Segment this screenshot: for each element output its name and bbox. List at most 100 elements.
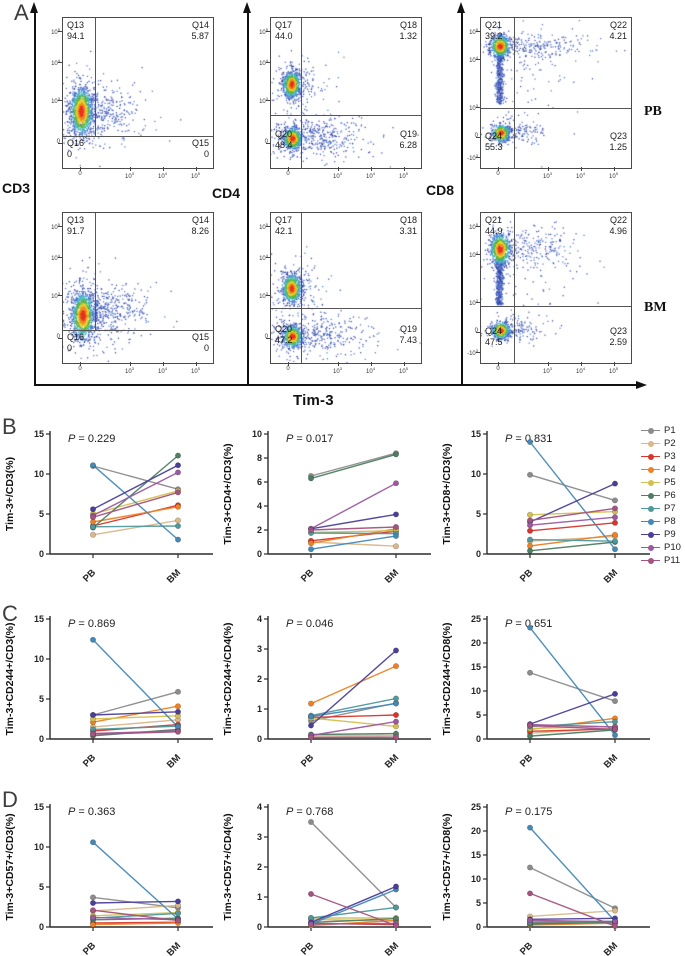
quadrant-label-bl: Q24 55.3	[485, 131, 503, 152]
y-tick-label: 1	[257, 892, 262, 902]
flow-xtick-label: 103	[333, 366, 342, 375]
quadrant-label-br: Q23 1.25	[609, 131, 627, 152]
series-marker-p7	[612, 538, 619, 545]
quadrant-label-tr: Q14 5.87	[191, 20, 209, 41]
flow-xtick-mark	[195, 167, 197, 171]
series-line-p2	[529, 909, 616, 918]
series-marker-p6	[175, 452, 182, 459]
flow-ytick-label: 0	[474, 133, 478, 139]
quadrant-label-tr: Q22 4.96	[609, 215, 627, 236]
series-line-p11	[92, 731, 179, 735]
x-category-label: BM	[383, 940, 401, 956]
series-marker-p9	[90, 900, 97, 907]
flow-ytick-label: 105	[51, 26, 60, 36]
series-line-p8	[529, 827, 616, 922]
y-axis-title: Tim-3+CD244+/CD4(%)	[222, 622, 234, 735]
series-line-p11	[529, 724, 616, 731]
series-line-p8	[310, 702, 397, 718]
series-marker-p4	[612, 531, 619, 538]
series-marker-p9	[175, 898, 182, 905]
series-marker-p11	[393, 734, 400, 741]
y-axis-title: Tim-3+/CD3(%)	[4, 457, 16, 531]
series-line-p11	[92, 491, 179, 518]
series-line-p5	[529, 510, 616, 516]
legend-label: P4	[664, 464, 676, 475]
flow-ytick-label: 103	[51, 290, 60, 300]
p-value-label: P = 0.175	[505, 806, 552, 818]
series-line-p10	[529, 516, 616, 526]
series-marker-p4	[308, 700, 315, 707]
flow-xtick-label: 103	[125, 171, 134, 180]
quadrant-label-tl: Q17 44.0	[275, 20, 293, 41]
legend-item-p11: P11	[641, 554, 685, 567]
y-tick-label: 2	[257, 674, 262, 684]
legend-item-p1: P1	[641, 424, 685, 437]
series-marker-p4	[175, 503, 182, 510]
legend-marker-icon	[641, 544, 660, 551]
series-marker-p6	[308, 475, 315, 482]
series-line-p4	[310, 665, 397, 705]
flow-xtick-label: 105	[191, 366, 200, 375]
legend-item-p9: P9	[641, 528, 685, 541]
quadrant-gate-h	[63, 135, 213, 137]
flow-ytick-mark	[476, 254, 480, 255]
series-marker-p6	[527, 733, 534, 740]
flow-ytick-mark	[476, 137, 480, 138]
series-line-p7	[310, 697, 397, 717]
series-marker-p7	[175, 910, 182, 917]
legend-dot-icon	[648, 518, 654, 525]
series-marker-p9	[393, 511, 400, 518]
series-line-p2	[92, 719, 179, 728]
quadrant-label-br: Q19 7.43	[399, 324, 417, 345]
quadrant-gate-v	[514, 18, 515, 168]
series-marker-p11	[308, 734, 315, 741]
legend-label: P11	[664, 555, 681, 566]
flow-ytick-mark	[476, 30, 480, 32]
series-marker-p11	[90, 514, 97, 521]
flow-xtick-label: 105	[609, 366, 618, 375]
series-line-p10	[529, 723, 616, 728]
series-marker-p8	[308, 713, 315, 720]
flow-xtick-label: 105	[609, 171, 618, 180]
quadrant-label-bl: Q20 48.4	[275, 129, 293, 150]
series-marker-p3	[612, 519, 619, 526]
quadrant-gate-h	[63, 330, 213, 331]
y-tick-label: 0	[476, 549, 481, 559]
series-line-p11	[92, 909, 179, 922]
chart-svg: 0 1 2 3 4 PB BM Tim-3+CD244+/CD4(%) P = 0.046	[222, 614, 431, 771]
p-value-label: P = 0.831	[505, 433, 552, 445]
legend-dot-icon	[648, 492, 654, 499]
chart-svg: 0 5 10 15 PB BM Tim-3+CD244+/CD3(%) P = 0.869	[4, 614, 213, 771]
flow-ytick-mark	[266, 294, 270, 296]
x-category-label: BM	[165, 752, 183, 770]
flow-panel: Q13 94.1 Q14 5.87 Q16 0 Q15 0 105 104 103 0 0 103…	[0, 0, 685, 415]
legend-item-p4: P4	[641, 463, 685, 476]
flow-xtick-mark	[337, 362, 339, 366]
quadrant-label-bl: Q16 0	[67, 138, 85, 159]
legend-dot-icon	[648, 453, 654, 460]
flow-xtick-mark	[195, 362, 197, 366]
flow-plot-bm-cd3: Q13 91.7 Q14 8.26 Q16 0 Q15 0	[62, 212, 214, 364]
series-marker-p2	[393, 543, 400, 550]
legend-marker-icon	[641, 492, 660, 499]
y-tick-label: 4	[257, 614, 262, 624]
flow-xtick-mark	[288, 167, 289, 171]
series-line-p8	[529, 441, 616, 550]
series-marker-p8	[175, 536, 182, 543]
series-line-p5	[92, 715, 179, 720]
y-tick-label: 1	[257, 704, 262, 714]
y-tick-label: 20	[471, 826, 481, 836]
series-marker-p9	[175, 462, 182, 469]
series-line-p9	[92, 900, 179, 904]
flow-xtick-mark	[547, 362, 549, 366]
p-value-label: P = 0.229	[68, 433, 115, 445]
y-tick-label: 0	[257, 734, 262, 744]
series-line-p10	[310, 922, 397, 925]
quadrant-gate-h	[481, 306, 631, 307]
legend-marker-icon	[641, 466, 660, 473]
y-tick-label: 20	[471, 638, 481, 648]
y-tick-label: 25	[471, 614, 481, 624]
series-marker-p8	[393, 533, 400, 540]
legend-dot-icon	[648, 479, 654, 486]
x-category-label: BM	[602, 567, 620, 585]
